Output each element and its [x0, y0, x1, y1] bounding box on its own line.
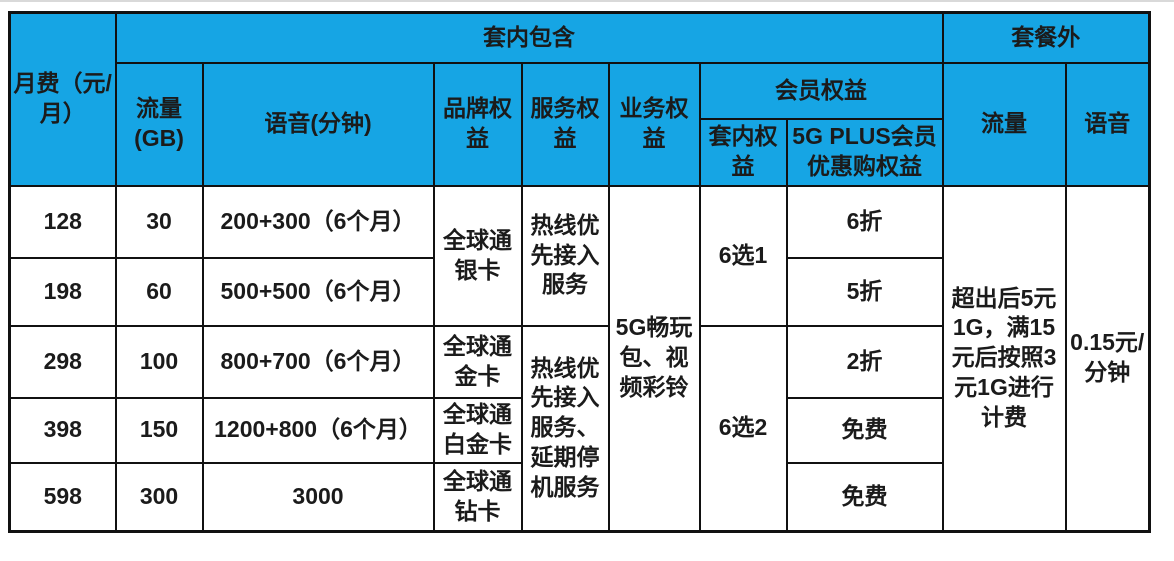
header-member-benefit: 会员权益: [698, 61, 944, 120]
cell-monthly-fee: 198: [8, 256, 117, 327]
cell-business-5g-pack: 5G畅玩 包、视 频彩铃: [607, 184, 701, 533]
header-service-benefit: 服务权 益: [520, 61, 610, 187]
cell-voice-minutes: 200+300（6个月）: [201, 184, 435, 259]
cell-voice-minutes: 1200+800（6个月）: [201, 396, 435, 464]
header-business-benefit: 业务权 益: [607, 61, 701, 187]
header-row-middle: 流量 (GB) 语音(分钟) 品牌权 益 服务权 益 业务权 益 会员权益 流量…: [10, 61, 1151, 187]
cell-monthly-fee: 398: [8, 396, 117, 464]
cell-monthly-fee: 128: [8, 184, 117, 259]
cell-member-choice-2: 6选2: [698, 324, 788, 533]
header-monthly-fee: 月费（元/ 月）: [8, 11, 117, 187]
cell-monthly-fee: 598: [8, 461, 117, 533]
cell-discount: 6折: [785, 184, 944, 259]
cell-brand-silver-card: 全球通 银卡: [432, 184, 523, 327]
plan-row-128: 128 30 200+300（6个月） 全球通 银卡 热线优 先接入 服务 5G…: [8, 184, 1151, 533]
cell-discount: 2折: [785, 324, 944, 399]
header-extra-data: 流量: [941, 61, 1067, 187]
plan-row-298: 298 100 800+700（6个月） 全球通 金卡 热线优 先接入 服务、 …: [8, 324, 1150, 533]
cell-voice-minutes: 800+700（6个月）: [201, 324, 435, 399]
header-voice-minutes: 语音(分钟): [201, 61, 435, 187]
cell-data-gb: 150: [114, 396, 204, 464]
cell-monthly-fee: 298: [8, 324, 117, 399]
cell-discount: 5折: [785, 256, 944, 327]
header-member-in-package: 套内权 益: [698, 117, 788, 187]
tariff-plan-table: 月费（元/ 月） 套内包含 套餐外 流量 (GB) 语音(分钟) 品牌权 益 服…: [8, 11, 1151, 533]
header-extra-voice: 语音: [1064, 61, 1151, 187]
cell-overage-data: 超出后5元 1G，满15 元后按照3 元1G进行 计费: [941, 184, 1067, 533]
cell-data-gb: 100: [114, 324, 204, 399]
cell-overage-voice: 0.15元/ 分钟: [1064, 184, 1151, 533]
header-row-top: 月费（元/ 月） 套内包含 套餐外: [8, 11, 1151, 187]
cell-voice-minutes: 3000: [201, 461, 435, 533]
page-top-edge: [0, 0, 1174, 2]
plan-row-198: 198 60 500+500（6个月） 5折: [8, 256, 1150, 327]
cell-data-gb: 300: [114, 461, 204, 533]
cell-data-gb: 60: [114, 256, 204, 327]
cell-service-hotline-extended: 热线优 先接入 服务、 延期停 机服务: [520, 324, 610, 533]
plan-row-598: 598 300 3000 全球通 钻卡 免费: [8, 461, 1150, 533]
plan-row-398: 398 150 1200+800（6个月） 全球通 白金卡 免费: [8, 396, 1150, 464]
header-row-bottom: 套内权 益 5G PLUS会员 优惠购权益: [10, 117, 1150, 187]
cell-voice-minutes: 500+500（6个月）: [201, 256, 435, 327]
cell-discount: 免费: [785, 396, 944, 464]
cell-brand-diamond-card: 全球通 钻卡: [432, 461, 523, 533]
header-out-package: 套餐外: [941, 11, 1151, 64]
header-in-package: 套内包含: [114, 11, 944, 64]
cell-brand-platinum-card: 全球通 白金卡: [432, 396, 523, 464]
header-5g-plus-discount: 5G PLUS会员 优惠购权益: [785, 117, 944, 187]
header-brand-benefit: 品牌权 益: [432, 61, 523, 187]
cell-brand-gold-card: 全球通 金卡: [432, 324, 523, 399]
cell-discount: 免费: [785, 461, 944, 533]
cell-member-choice-1: 6选1: [698, 184, 788, 327]
header-data-gb: 流量 (GB): [114, 61, 204, 187]
cell-service-hotline: 热线优 先接入 服务: [520, 184, 610, 327]
cell-data-gb: 30: [114, 184, 204, 259]
